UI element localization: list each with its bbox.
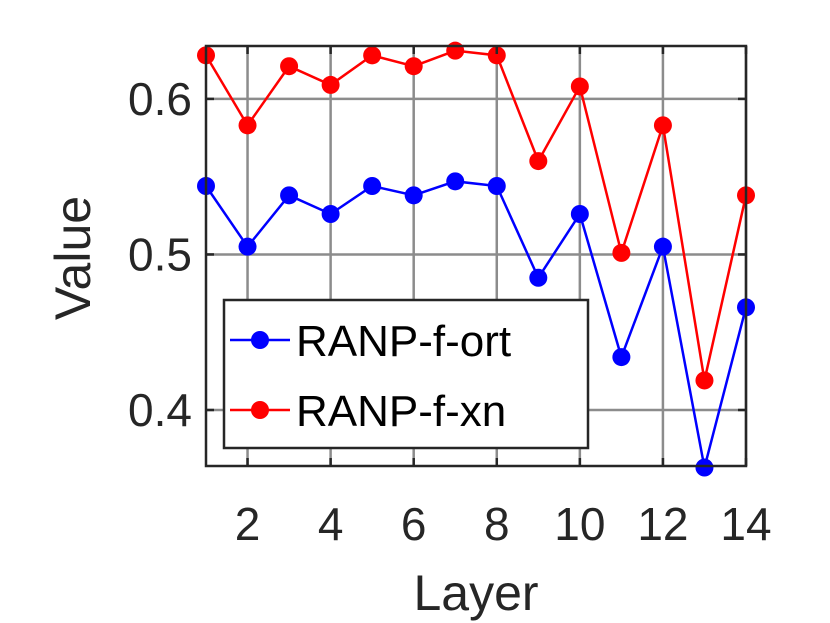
y-tick-label: 0.6 bbox=[128, 73, 192, 125]
data-point bbox=[446, 172, 465, 191]
legend-label: RANP-f-xn bbox=[296, 387, 506, 436]
x-tick-label: 6 bbox=[401, 498, 427, 550]
x-tick-label: 10 bbox=[554, 498, 605, 550]
x-axis-label: Layer bbox=[413, 565, 538, 621]
legend: RANP-f-ort RANP-f-xn bbox=[222, 298, 590, 450]
y-tick-label: 0.4 bbox=[128, 384, 192, 436]
data-point bbox=[487, 46, 506, 65]
data-point bbox=[404, 57, 423, 76]
x-tick-label: 14 bbox=[720, 498, 771, 550]
y-axis-label: Value bbox=[45, 196, 101, 320]
data-point bbox=[653, 237, 672, 256]
data-point bbox=[570, 205, 589, 223]
x-tick-label: 12 bbox=[637, 498, 688, 550]
legend-marker bbox=[251, 331, 269, 349]
data-point bbox=[695, 371, 714, 390]
data-point bbox=[487, 177, 506, 195]
data-point bbox=[321, 75, 340, 94]
data-point bbox=[238, 237, 257, 256]
data-point bbox=[363, 177, 382, 195]
data-point bbox=[280, 57, 299, 76]
x-tick-label: 4 bbox=[318, 498, 344, 550]
data-point bbox=[238, 116, 257, 135]
data-point bbox=[529, 152, 548, 171]
data-point bbox=[612, 243, 631, 262]
data-point bbox=[363, 46, 382, 65]
data-point bbox=[529, 268, 548, 287]
legend-label: RANP-f-ort bbox=[296, 317, 511, 366]
x-tick-label: 2 bbox=[235, 498, 261, 550]
series-RANP-f-ort bbox=[197, 172, 755, 477]
y-tick-label: 0.5 bbox=[128, 228, 192, 280]
legend-marker bbox=[251, 401, 269, 419]
plot-frame bbox=[204, 44, 748, 468]
data-point bbox=[695, 458, 714, 477]
data-point bbox=[280, 186, 299, 205]
data-point bbox=[570, 77, 589, 96]
data-point bbox=[612, 348, 631, 367]
data-point bbox=[321, 205, 340, 223]
x-tick-label: 8 bbox=[484, 498, 510, 550]
data-point bbox=[404, 186, 423, 205]
data-point bbox=[653, 116, 672, 135]
data-point bbox=[446, 41, 465, 60]
legend-box bbox=[222, 298, 590, 450]
tick-layer: 2 4 6 8 10 12 14 0.4 0.5 0.6 bbox=[128, 46, 772, 550]
